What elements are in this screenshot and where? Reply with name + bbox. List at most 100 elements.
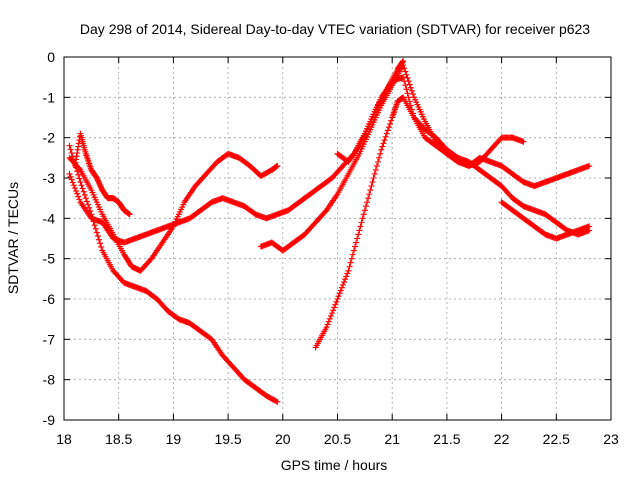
- data-point: [400, 74, 407, 81]
- data-point: [369, 179, 376, 186]
- data-point: [342, 276, 349, 283]
- y-tick-label: -8: [43, 372, 56, 388]
- data-point: [409, 110, 416, 117]
- data-point: [350, 247, 357, 254]
- x-tick-label: 20.5: [324, 431, 351, 447]
- data-point: [77, 179, 84, 186]
- data-point: [336, 290, 343, 297]
- data-point: [81, 191, 88, 198]
- x-tick-label: 22.5: [543, 431, 570, 447]
- data-point: [373, 162, 380, 169]
- x-tick-label: 23: [603, 431, 619, 447]
- x-tick-label: 19: [166, 431, 182, 447]
- data-point: [402, 82, 409, 89]
- data-point: [333, 298, 340, 305]
- data-point: [337, 287, 344, 294]
- data-point: [274, 398, 281, 405]
- data-point: [343, 273, 350, 280]
- data-point: [354, 235, 361, 242]
- data-point: [387, 120, 394, 127]
- data-point: [80, 188, 87, 195]
- data-point: [353, 239, 360, 246]
- data-series: [66, 58, 593, 405]
- data-point: [327, 312, 334, 319]
- data-point: [406, 98, 413, 105]
- data-point: [86, 204, 93, 211]
- x-tick-label: 18: [56, 431, 72, 447]
- tick-labels: 18 18.5 19 19.5 20 20.5 21 21.5 22 22.5 23 0 -1 -2 -3 -…: [43, 49, 619, 447]
- series-track-f: [257, 62, 593, 254]
- data-point: [374, 158, 381, 165]
- data-point: [91, 222, 98, 229]
- data-point: [324, 321, 331, 328]
- data-point: [365, 195, 372, 202]
- data-point: [352, 243, 359, 250]
- data-point: [345, 267, 352, 274]
- data-point: [74, 190, 81, 197]
- data-point: [366, 191, 373, 198]
- data-point: [401, 65, 408, 72]
- data-point: [520, 138, 527, 145]
- data-point: [356, 227, 363, 234]
- data-point: [331, 304, 338, 311]
- data-point: [75, 171, 82, 178]
- x-tick-label: 22: [494, 431, 510, 447]
- data-point: [66, 170, 73, 177]
- data-point: [82, 195, 89, 202]
- y-tick-label: -7: [43, 331, 56, 347]
- data-point: [400, 62, 407, 69]
- data-point: [376, 154, 383, 161]
- data-point: [69, 179, 76, 186]
- data-point: [67, 173, 74, 180]
- data-point: [378, 146, 385, 153]
- data-point: [361, 207, 368, 214]
- x-tick-label: 21.5: [433, 431, 460, 447]
- data-point: [73, 187, 80, 194]
- data-point: [404, 74, 411, 81]
- data-point: [407, 102, 414, 109]
- data-point: [344, 270, 351, 277]
- data-point: [274, 162, 281, 169]
- data-point: [408, 87, 415, 94]
- x-axis-label: GPS time / hours: [281, 457, 388, 473]
- data-point: [339, 281, 346, 288]
- x-tick-label: 19.5: [214, 431, 241, 447]
- data-point: [385, 124, 392, 131]
- data-point: [586, 162, 593, 169]
- data-point: [76, 165, 83, 172]
- data-point: [403, 86, 410, 93]
- y-tick-label: -1: [43, 89, 56, 105]
- data-point: [406, 81, 413, 88]
- x-tick-label: 21: [384, 431, 400, 447]
- data-point: [359, 215, 366, 222]
- data-point: [371, 170, 378, 177]
- data-point: [75, 193, 82, 200]
- y-tick-label: -3: [43, 170, 56, 186]
- data-point: [83, 198, 90, 205]
- data-point: [335, 293, 342, 300]
- data-point: [364, 199, 371, 206]
- data-point: [329, 310, 336, 317]
- data-point: [368, 183, 375, 190]
- data-point: [382, 133, 389, 140]
- data-point: [332, 301, 339, 308]
- data-point: [94, 233, 101, 240]
- data-point: [384, 127, 391, 134]
- data-point: [388, 117, 395, 124]
- y-tick-label: -5: [43, 251, 56, 267]
- data-point: [404, 90, 411, 97]
- data-point: [409, 91, 416, 98]
- x-tick-label: 18.5: [105, 431, 132, 447]
- data-point: [330, 307, 337, 314]
- data-point: [381, 137, 388, 144]
- data-point: [347, 259, 354, 266]
- data-point: [85, 201, 92, 208]
- data-point: [360, 211, 367, 218]
- data-point: [355, 231, 362, 238]
- data-point: [323, 324, 330, 331]
- series-track-g: [334, 74, 593, 238]
- y-tick-label: -6: [43, 291, 56, 307]
